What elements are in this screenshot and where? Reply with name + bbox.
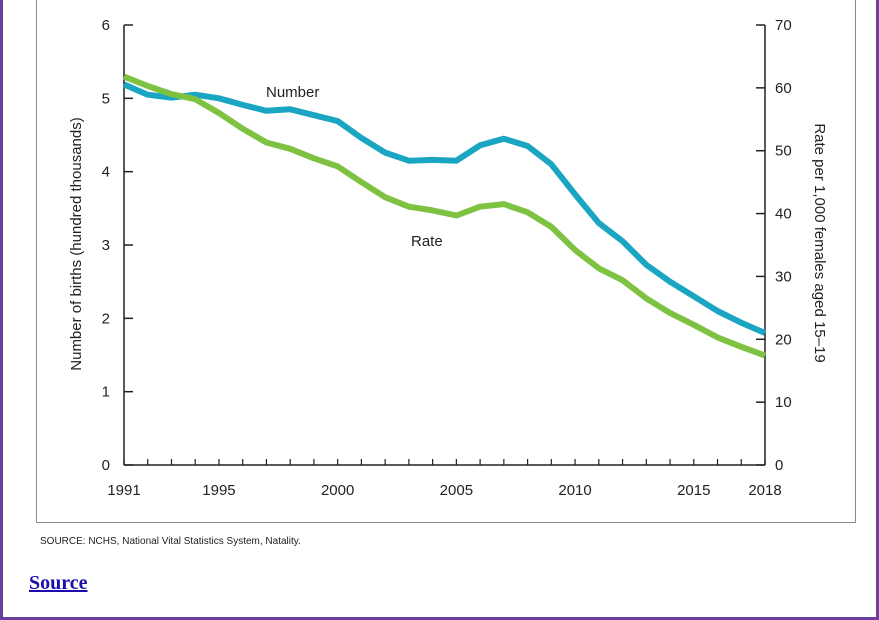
x-tick-label: 1995: [202, 482, 235, 499]
right-tick-label: 0: [775, 457, 783, 474]
left-tick-label: 0: [102, 457, 110, 474]
series-label-number: Number: [266, 84, 319, 101]
series-label-rate: Rate: [411, 233, 443, 250]
x-tick-label: 1991: [107, 482, 140, 499]
labels: Number of births (hundred thousands) Rate…: [68, 84, 828, 371]
right-axis-title: Rate per 1,000 females aged 15–19: [811, 123, 828, 362]
source-note: SOURCE: NCHS, National Vital Statistics …: [40, 536, 301, 547]
source-link[interactable]: Source: [29, 572, 88, 594]
left-tick-label: 6: [102, 17, 110, 34]
x-tick-label: 2010: [558, 482, 591, 499]
x-tick-label: 2005: [440, 482, 473, 499]
series-line-number: [122, 81, 767, 336]
x-tick-label: 2018: [748, 482, 781, 499]
left-tick-label: 1: [102, 384, 110, 401]
x-tick-label: 2015: [677, 482, 710, 499]
left-tick-label: 2: [102, 310, 110, 327]
left-tick-label: 4: [102, 164, 110, 181]
right-tick-label: 30: [775, 268, 792, 285]
left-tick-label: 5: [102, 90, 110, 107]
right-tick-label: 60: [775, 80, 792, 97]
chart-box: [36, 0, 856, 523]
right-tick-label: 50: [775, 143, 792, 160]
axes: [123, 25, 766, 466]
series-line-rate: [122, 73, 767, 359]
x-tick-label: 2000: [321, 482, 354, 499]
left-tick-label: 3: [102, 237, 110, 254]
left-axis-title: Number of births (hundred thousands): [68, 117, 85, 370]
right-tick-label: 40: [775, 206, 792, 223]
right-tick-label: 20: [775, 331, 792, 348]
right-tick-label: 10: [775, 394, 792, 411]
right-tick-label: 70: [775, 17, 792, 34]
series-lines: [122, 73, 767, 359]
